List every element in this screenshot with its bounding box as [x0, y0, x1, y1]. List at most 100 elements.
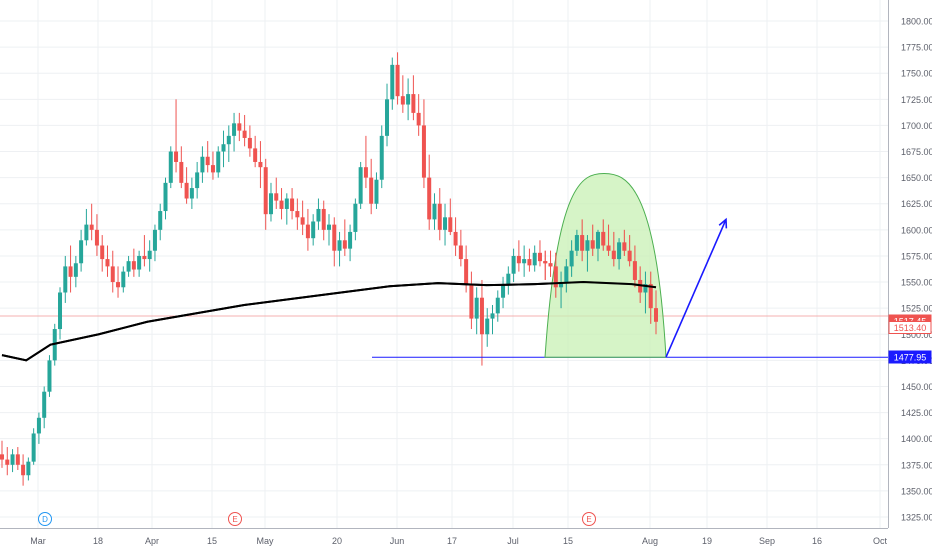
candle-body	[548, 263, 553, 267]
candle-body	[274, 193, 279, 201]
x-tick-label: 19	[702, 536, 712, 546]
candle-body	[84, 224, 89, 241]
candle-body	[316, 208, 321, 222]
candle-body	[263, 167, 268, 215]
candle-body	[369, 177, 374, 204]
candle-body	[443, 217, 448, 230]
candle-body	[179, 161, 184, 183]
x-tick-label: 20	[332, 536, 342, 546]
y-tick-label: 1700.00	[901, 121, 932, 131]
candle-body	[210, 165, 215, 173]
candle-body	[569, 250, 574, 267]
candle-body	[601, 231, 606, 246]
candle-body	[363, 167, 368, 178]
candle-body	[152, 229, 157, 251]
candle-body	[479, 297, 484, 335]
event-marker[interactable]	[38, 512, 52, 526]
candle-body	[216, 151, 221, 173]
candle-body	[237, 123, 242, 131]
candle-body	[437, 203, 442, 230]
candle-body	[564, 266, 569, 283]
candle-body	[5, 459, 10, 465]
candle-body	[131, 261, 136, 270]
candle-body	[411, 94, 416, 113]
x-tick-label: Apr	[145, 536, 159, 546]
candle-body	[174, 151, 179, 162]
candle-body	[195, 172, 200, 189]
candle-body	[559, 282, 564, 288]
candle-body	[26, 461, 31, 476]
candle-body	[300, 217, 305, 225]
x-tick-label: Sep	[759, 536, 775, 546]
candle-body	[469, 284, 474, 319]
price-label-box	[888, 321, 932, 334]
x-tick-label: Oct	[873, 536, 888, 546]
candle-body	[453, 231, 458, 246]
event-marker-label: D	[42, 515, 48, 524]
y-tick-label: 1750.00	[901, 69, 932, 79]
candle-body	[279, 200, 284, 209]
candle-body	[105, 259, 110, 267]
y-tick-label: 1325.00	[901, 513, 932, 523]
candle-body	[253, 148, 258, 162]
y-tick-label: 1400.00	[901, 434, 932, 444]
candle-body	[432, 203, 437, 220]
candle-body	[595, 231, 600, 249]
candle-body	[116, 282, 121, 288]
candle-body	[553, 266, 558, 288]
candle-body	[654, 308, 658, 322]
candle-body	[537, 252, 542, 262]
x-tick-label: May	[256, 536, 274, 546]
candle-body	[632, 261, 637, 280]
price-label: 1513.40	[894, 323, 927, 333]
candle-body	[406, 94, 411, 105]
candle-body	[395, 64, 400, 97]
rounding-pattern-arc	[544, 172, 667, 358]
candle-body	[332, 224, 337, 251]
x-tick-label: 15	[207, 536, 217, 546]
candle-body	[295, 211, 300, 218]
y-tick-label: 1500.00	[901, 330, 932, 340]
candle-body	[247, 137, 252, 149]
candle-body	[94, 229, 99, 246]
candle-body	[458, 245, 463, 260]
candle-body	[89, 224, 94, 230]
x-tick-label: 15	[563, 536, 573, 546]
y-tick-label: 1550.00	[901, 278, 932, 288]
event-marker[interactable]	[228, 512, 242, 526]
event-marker[interactable]	[582, 512, 596, 526]
candle-body	[36, 417, 41, 434]
y-tick-label: 1650.00	[901, 173, 932, 183]
candle-body	[622, 242, 627, 251]
y-tick-label: 1725.00	[901, 95, 932, 105]
candle-body	[448, 217, 453, 232]
candle-body	[142, 255, 147, 260]
candle-body	[511, 255, 516, 274]
candle-body	[15, 454, 20, 465]
candle-body	[158, 211, 163, 230]
x-tick-label: Jul	[507, 536, 519, 546]
candle-body	[110, 266, 115, 283]
candle-body	[643, 284, 648, 293]
candle-body	[305, 224, 310, 239]
candle-body	[258, 161, 263, 168]
candle-body	[221, 144, 226, 152]
event-marker-label: E	[586, 515, 591, 524]
candle-body	[574, 235, 579, 251]
candle-body	[358, 167, 363, 204]
candle-body	[290, 198, 295, 212]
candle-body	[268, 193, 273, 215]
candle-body	[163, 182, 168, 212]
candle-body	[242, 130, 247, 138]
y-tick-label: 1675.00	[901, 147, 932, 157]
y-tick-label: 1425.00	[901, 408, 932, 418]
price-label: 1477.95	[894, 353, 927, 363]
candle-body	[100, 245, 105, 260]
y-tick-label: 1525.00	[901, 304, 932, 314]
candle-body	[31, 433, 36, 462]
candle-body	[184, 182, 189, 199]
candle-body	[327, 224, 331, 230]
candle-body	[474, 297, 479, 319]
